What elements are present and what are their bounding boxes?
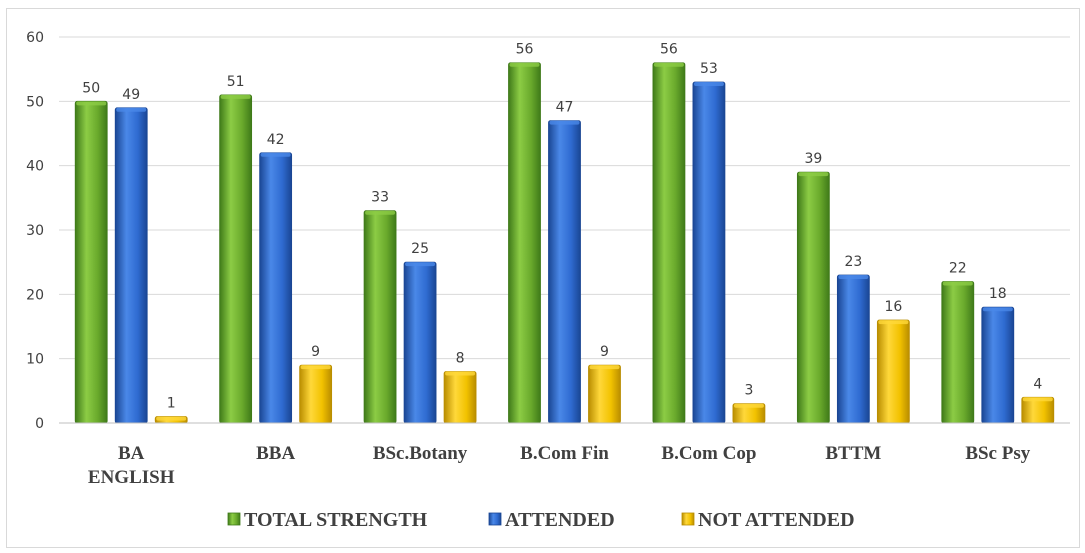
bar-highlight <box>733 403 764 408</box>
bar-highlight <box>838 275 869 280</box>
data-label: 51 <box>227 74 245 90</box>
y-tick-label: 0 <box>35 416 44 432</box>
data-label: 4 <box>1033 376 1042 392</box>
bar <box>259 152 293 424</box>
y-tick-label: 50 <box>26 94 44 110</box>
bar <box>403 261 437 424</box>
data-label: 39 <box>804 151 822 167</box>
bar <box>692 81 726 424</box>
bar-highlight <box>156 416 187 421</box>
bar-highlight <box>982 307 1013 312</box>
x-axis: BA ENGLISH BBA BSc.Botany B.Com Fin B.Com Cop… <box>59 422 1070 488</box>
x-tick-label: B.Com Fin <box>520 443 609 464</box>
data-label: 42 <box>267 132 285 148</box>
bar <box>363 210 397 424</box>
x-tick-label: B.Com Cop <box>661 443 756 464</box>
data-label: 18 <box>989 286 1007 302</box>
bar-highlight <box>693 82 724 87</box>
y-axis: 0 10 20 30 40 50 60 <box>26 30 44 432</box>
bar <box>796 171 830 424</box>
bar <box>836 274 870 424</box>
y-tick-label: 30 <box>26 223 44 239</box>
data-label: 8 <box>456 351 465 367</box>
data-label: 53 <box>700 61 718 77</box>
x-tick-label: BBA <box>256 443 295 464</box>
bars <box>74 62 1055 424</box>
bar-highlight <box>549 120 580 125</box>
bar-highlight <box>405 262 436 267</box>
data-label: 25 <box>411 241 429 257</box>
bar <box>548 120 581 424</box>
bar <box>219 94 253 424</box>
x-tick-label: BSc Psy <box>965 443 1030 464</box>
chart-frame <box>6 8 1080 548</box>
bar-highlight <box>798 172 829 177</box>
x-tick-label: BTTM <box>825 443 881 464</box>
legend-swatch <box>227 512 241 526</box>
bar-highlight <box>1022 397 1053 402</box>
legend-label: TOTAL STRENGTH <box>244 509 428 531</box>
bar <box>74 100 108 424</box>
data-label: 1 <box>167 396 176 412</box>
bar <box>114 107 148 424</box>
legend-label: ATTENDED <box>505 509 615 531</box>
bar <box>508 62 541 424</box>
data-label: 22 <box>949 260 967 276</box>
legend-swatch <box>488 512 502 526</box>
data-label: 9 <box>600 344 609 360</box>
x-tick-label: ENGLISH <box>88 467 175 488</box>
x-tick-label: BSc.Botany <box>373 443 468 464</box>
bar-highlight <box>653 62 684 67</box>
bar-highlight <box>116 107 147 112</box>
bar <box>981 306 1015 424</box>
bar <box>652 62 686 424</box>
y-tick-label: 20 <box>26 287 44 303</box>
bar-highlight <box>76 101 107 106</box>
bar <box>941 281 975 424</box>
y-tick-label: 10 <box>26 352 44 368</box>
bar-highlight <box>445 371 476 376</box>
x-tick-label: BA <box>118 443 145 464</box>
data-label: 33 <box>371 190 389 206</box>
data-label: 56 <box>660 42 678 58</box>
data-label: 3 <box>744 383 753 399</box>
data-label: 56 <box>516 42 534 58</box>
bar-highlight <box>365 210 396 215</box>
bar-highlight <box>509 62 540 67</box>
bar <box>299 364 333 424</box>
bar-highlight <box>300 365 331 370</box>
data-label: 47 <box>556 100 574 116</box>
data-label: 16 <box>884 299 902 315</box>
data-label: 23 <box>844 254 862 270</box>
bar-highlight <box>878 320 909 325</box>
bar <box>876 319 910 424</box>
bar <box>443 371 477 424</box>
data-label: 49 <box>122 87 140 103</box>
bar-highlight <box>260 152 291 157</box>
bar-highlight <box>942 281 973 286</box>
bar-highlight <box>589 365 620 370</box>
y-tick-label: 60 <box>26 30 44 46</box>
bar-highlight <box>220 94 251 99</box>
data-label: 50 <box>82 80 100 96</box>
bar <box>588 364 621 424</box>
legend: TOTAL STRENGTH ATTENDED NOT ATTENDED <box>227 509 855 531</box>
legend-swatch <box>681 512 695 526</box>
data-label: 9 <box>311 344 320 360</box>
y-tick-label: 40 <box>26 159 44 175</box>
data-labels: 50 49 1 51 42 9 33 25 8 56 47 9 56 53 3 39 23 16 22 18 4 <box>82 42 1042 412</box>
legend-label: NOT ATTENDED <box>698 509 855 531</box>
